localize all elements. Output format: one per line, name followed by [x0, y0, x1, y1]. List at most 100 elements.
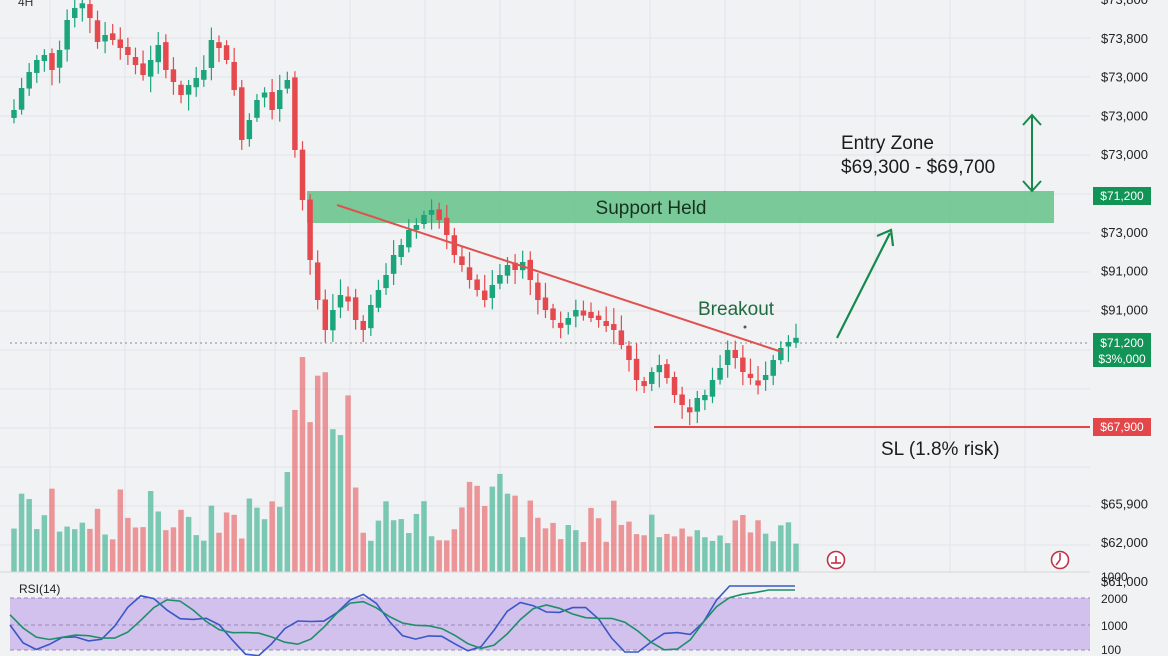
candle-body [504, 265, 511, 276]
volume-bar [474, 485, 480, 572]
candle-body [125, 46, 131, 55]
volume-bar [679, 528, 685, 572]
volume-bar [314, 375, 321, 572]
volume-bar [497, 473, 503, 572]
candle-body [535, 282, 541, 300]
volume-bar [459, 507, 465, 572]
candle-body [261, 92, 268, 98]
volume-bar [208, 505, 215, 572]
volume-bar [102, 534, 108, 572]
rsi-signal-line [9, 589, 795, 651]
candle-body [527, 259, 534, 280]
volume-bar [481, 505, 488, 572]
rsi-label: RSI(14) [19, 582, 60, 596]
candle-body [330, 310, 336, 331]
volume-bar [557, 539, 564, 572]
clock-icon[interactable] [1050, 550, 1070, 570]
volume-bar [223, 512, 230, 572]
volume-bar [671, 536, 678, 572]
candle-body [671, 376, 678, 395]
volume-bar [117, 489, 124, 572]
volume-bar [618, 524, 625, 572]
volume-bar [535, 517, 541, 572]
candle-body [140, 63, 146, 75]
candle-body [451, 235, 458, 255]
candle-body [649, 372, 655, 384]
candle-body [611, 324, 617, 330]
volume-bar [72, 529, 78, 572]
volume-bar [466, 481, 473, 572]
volume-bar [125, 517, 131, 572]
sl-price-tag: $67,900 [1093, 418, 1151, 436]
top-price-tag: $71,200 [1093, 187, 1151, 205]
candle-body [724, 350, 731, 366]
alert-icon[interactable] [826, 550, 846, 570]
candle-body [444, 217, 450, 235]
price-axis-label: $73,000 [1101, 70, 1148, 85]
candle-body [132, 57, 139, 65]
volume-bar [41, 515, 48, 572]
volume-bar [79, 522, 86, 572]
descending-trendline [336, 204, 783, 353]
price-axis-label: $73,800 [1101, 0, 1148, 7]
price-axis-label: $62,000 [1101, 535, 1148, 550]
volume-bar [770, 541, 776, 572]
candle-body [276, 90, 283, 110]
candle-body [656, 365, 663, 373]
volume-bar [322, 372, 329, 572]
volume-bar [345, 395, 351, 572]
breakout-dot [743, 325, 747, 329]
candle-body [239, 87, 245, 140]
volume-axis-label: 1000 [1101, 570, 1128, 584]
volume-bar [132, 527, 139, 572]
candle-body [163, 42, 169, 70]
volume-bar [360, 532, 366, 572]
candle-body [398, 245, 404, 257]
volume-bar [368, 540, 374, 572]
candle-body [49, 53, 55, 70]
volume-bar [421, 501, 427, 572]
candle-body [269, 92, 275, 110]
candle-body [117, 39, 124, 48]
candle-body [489, 285, 496, 298]
volume-bar [383, 501, 389, 572]
volume-bar [261, 519, 268, 572]
candle-body [565, 318, 571, 325]
candle-body [664, 364, 670, 378]
candle-body [223, 45, 230, 60]
candle-body [337, 295, 344, 308]
volume-bar [565, 525, 571, 572]
candle-body [580, 310, 587, 316]
price-axis-label: $73,800 [1101, 31, 1148, 46]
price-axis-label: $73,000 [1101, 108, 1148, 123]
entry-zone-double-arrow [1022, 113, 1042, 193]
candle-body [732, 349, 738, 358]
volume-bar [292, 409, 298, 572]
entry-zone-range: $69,300 - $69,700 [841, 157, 995, 178]
price-axis-label: $91,000 [1101, 302, 1148, 317]
volume-bar [747, 532, 754, 572]
candle-body [603, 321, 609, 327]
volume-bar [109, 539, 116, 572]
volume-bar [87, 528, 93, 572]
svg-text:$3%,000: $3%,000 [1098, 352, 1146, 366]
volume-bar [330, 429, 336, 572]
breakout-arrow [836, 228, 895, 339]
candle-body [755, 380, 761, 386]
candle-body [368, 305, 374, 329]
candle-body [793, 337, 799, 343]
candle-body [542, 297, 549, 310]
volume-bar [793, 543, 799, 572]
svg-text:$71,200: $71,200 [1100, 336, 1144, 350]
candle-body [155, 45, 161, 63]
volume-bar [254, 507, 260, 572]
volume-bar [444, 540, 450, 572]
candle-body [512, 262, 518, 270]
volume-bar [626, 521, 632, 572]
volume-bar [542, 528, 549, 572]
candle-body [747, 373, 754, 378]
volume-bar [193, 535, 199, 572]
volume-bar [147, 491, 154, 572]
candle-body [641, 381, 647, 387]
